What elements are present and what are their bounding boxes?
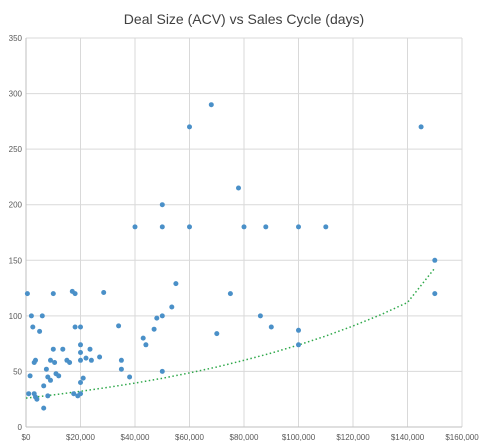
data-point [60, 346, 66, 352]
data-point [78, 357, 83, 363]
data-point [296, 224, 301, 230]
data-point [118, 357, 124, 363]
y-tick-label: 200 [9, 201, 23, 210]
data-point [173, 281, 179, 287]
data-point [127, 374, 133, 380]
data-point [227, 291, 233, 297]
data-point [41, 405, 47, 411]
y-tick-label: 300 [9, 90, 23, 99]
y-tick-label: 0 [18, 423, 23, 432]
data-point [116, 323, 122, 329]
data-point [132, 224, 138, 230]
data-point [159, 224, 165, 230]
y-tick-label: 350 [9, 34, 23, 43]
data-point [97, 354, 103, 360]
data-point [50, 346, 56, 352]
data-point [48, 377, 53, 383]
data-point [80, 375, 86, 381]
x-tick-label: $0 [22, 433, 31, 442]
data-point [143, 342, 149, 348]
data-point [39, 313, 45, 319]
data-point [27, 373, 33, 379]
data-point [257, 313, 263, 319]
data-point [88, 357, 94, 363]
y-tick-label: 250 [9, 145, 23, 154]
data-point [118, 366, 124, 372]
data-point [28, 313, 34, 319]
data-point [48, 357, 53, 363]
data-point [78, 324, 83, 330]
data-point [432, 291, 438, 297]
data-point [159, 202, 165, 208]
data-point [214, 331, 220, 337]
data-point [263, 224, 269, 230]
x-axis-tick-labels: $0 $20,000 $40,000 $60,000 $80,000 $100,000 $1… [22, 433, 480, 442]
data-point [72, 291, 78, 297]
y-tick-label: 50 [13, 367, 22, 376]
data-point [78, 380, 83, 385]
data-point [87, 346, 93, 352]
data-point [52, 360, 58, 365]
x-tick-label: $140,000 [391, 433, 425, 442]
data-point [33, 357, 38, 363]
trendline-layer [25, 267, 436, 399]
x-tick-label: $20,000 [66, 433, 95, 442]
data-point [159, 313, 165, 319]
data-point [43, 366, 49, 372]
data-point [78, 391, 83, 397]
y-tick-label: 150 [9, 256, 23, 265]
data-point [71, 391, 77, 397]
data-point [154, 315, 160, 321]
data-point [432, 257, 438, 263]
data-point [187, 224, 192, 230]
data-point [208, 102, 214, 108]
x-tick-label: $60,000 [175, 433, 204, 442]
data-point [159, 368, 165, 374]
y-tick-label: 100 [9, 312, 23, 321]
data-point [72, 324, 78, 330]
data-point [83, 355, 89, 361]
data-points [24, 102, 438, 411]
data-point [50, 291, 56, 297]
data-point [323, 224, 329, 230]
data-point [67, 360, 73, 365]
data-point [296, 327, 301, 333]
data-point [78, 350, 83, 355]
data-point [34, 396, 40, 402]
x-tick-label: $80,000 [230, 433, 259, 442]
data-point [236, 185, 241, 191]
x-tick-label: $40,000 [121, 433, 150, 442]
x-tick-label: $120,000 [336, 433, 370, 442]
data-point [41, 383, 47, 389]
data-point [268, 324, 274, 330]
data-point [45, 374, 51, 380]
data-point [418, 124, 424, 130]
data-point [56, 373, 62, 379]
data-point [78, 342, 83, 348]
x-tick-label: $100,000 [282, 433, 316, 442]
data-point [241, 224, 247, 230]
data-point [37, 328, 43, 334]
data-point [101, 290, 107, 295]
data-point [30, 324, 36, 330]
gridlines [26, 37, 463, 427]
data-point [187, 124, 192, 130]
x-tick-label: $160,000 [445, 433, 479, 442]
axes [25, 38, 462, 428]
trendline [25, 267, 436, 399]
data-point [151, 326, 157, 332]
chart-title: Deal Size (ACV) vs Sales Cycle (days) [124, 11, 364, 27]
data-point [140, 335, 146, 341]
data-point [45, 393, 51, 399]
data-point [26, 391, 32, 397]
y-axis-tick-labels: 0 50 100 150 200 250 300 350 [9, 34, 23, 432]
data-point [296, 342, 301, 348]
data-point [24, 291, 30, 297]
data-point [169, 304, 175, 310]
